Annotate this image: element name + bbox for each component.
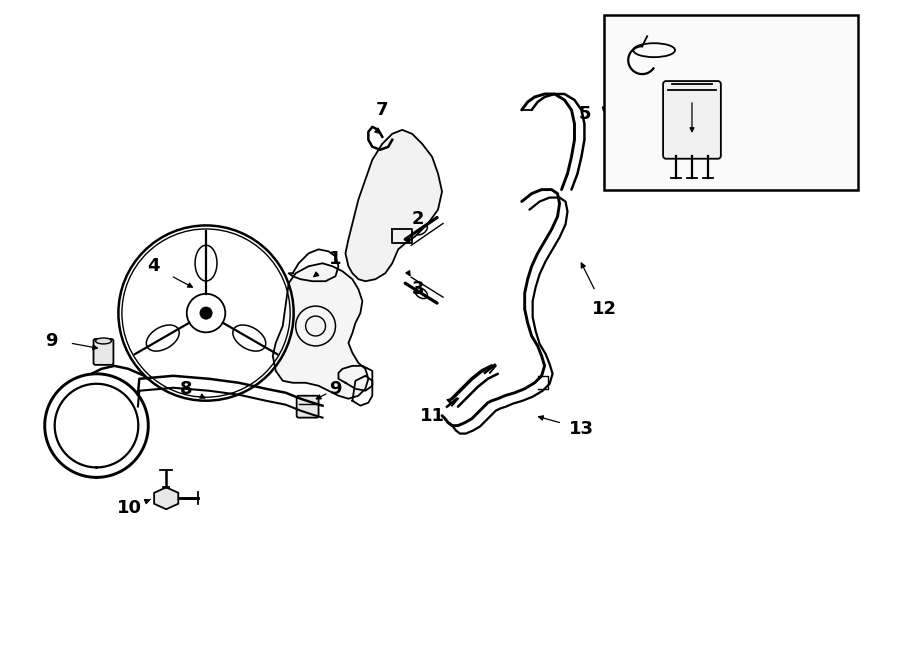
Ellipse shape (95, 338, 112, 344)
Text: 11: 11 (419, 407, 445, 424)
Text: 10: 10 (117, 499, 142, 518)
FancyBboxPatch shape (297, 396, 319, 418)
FancyBboxPatch shape (663, 81, 721, 159)
Text: 6: 6 (820, 65, 832, 83)
Polygon shape (273, 263, 368, 399)
FancyBboxPatch shape (94, 339, 113, 365)
Text: 12: 12 (592, 300, 617, 318)
Text: 7: 7 (376, 101, 389, 119)
Text: 13: 13 (569, 420, 594, 438)
Text: 9: 9 (329, 380, 342, 398)
Text: 1: 1 (329, 251, 342, 268)
Text: 3: 3 (412, 280, 425, 298)
Text: 4: 4 (147, 257, 159, 275)
Circle shape (200, 307, 212, 319)
Polygon shape (154, 487, 178, 509)
Bar (604, 15, 859, 190)
Text: 2: 2 (412, 210, 425, 229)
Text: 5: 5 (578, 105, 590, 123)
Text: 9: 9 (45, 332, 58, 350)
Text: 8: 8 (180, 380, 193, 398)
Polygon shape (346, 130, 442, 281)
